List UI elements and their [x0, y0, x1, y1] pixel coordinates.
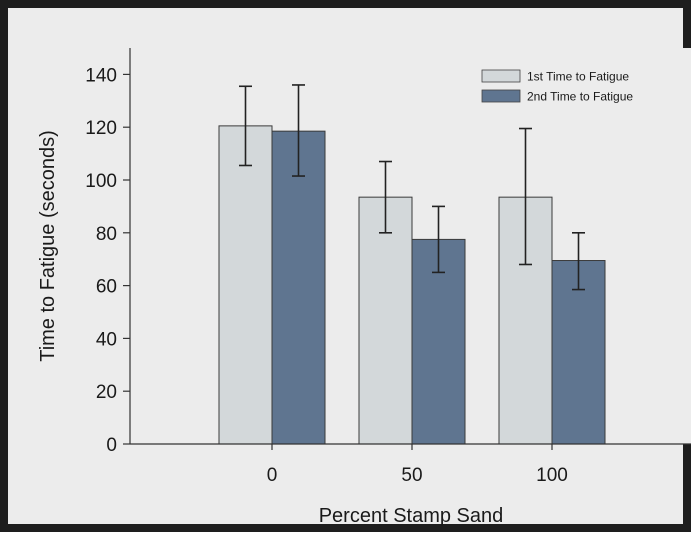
- y-tick-label-100: 100: [85, 171, 117, 192]
- bar-first-0: [218, 125, 273, 445]
- bar-first-50: [358, 196, 413, 445]
- y-tick-label-40: 40: [96, 329, 117, 350]
- y-tick-label-20: 20: [96, 382, 117, 403]
- x-tick-label-100: 100: [536, 465, 568, 486]
- y-tick-label-120: 120: [85, 118, 117, 139]
- y-tick-label-140: 140: [85, 65, 117, 86]
- error-bars-group: [239, 84, 585, 291]
- y-tick-label-80: 80: [96, 224, 117, 245]
- legend: 1st Time to Fatigue 2nd Time to Fatigue: [481, 69, 633, 104]
- bar-chart: 0 20 40 60 80 100 120 140 0 50 100 Percent Stamp …: [37, 48, 691, 527]
- y-tick-label-60: 60: [96, 277, 117, 298]
- x-axis-title: Percent Stamp Sand: [319, 505, 504, 527]
- y-ticks-group: 0 20 40 60 80 100 120 140: [85, 65, 130, 456]
- y-axis-title: Time to Fatigue (seconds): [37, 130, 59, 362]
- x-tick-label-50: 50: [401, 465, 422, 486]
- bars-group: [218, 125, 606, 445]
- legend-swatch-second: [481, 89, 521, 103]
- legend-swatch-first: [481, 69, 521, 83]
- x-tick-label-0: 0: [267, 465, 278, 486]
- legend-label-second: 2nd Time to Fatigue: [527, 90, 633, 104]
- bar-second-0: [271, 130, 326, 445]
- legend-label-first: 1st Time to Fatigue: [527, 70, 629, 84]
- y-tick-label-0: 0: [106, 435, 117, 456]
- x-ticks-group: 0 50 100: [267, 444, 568, 486]
